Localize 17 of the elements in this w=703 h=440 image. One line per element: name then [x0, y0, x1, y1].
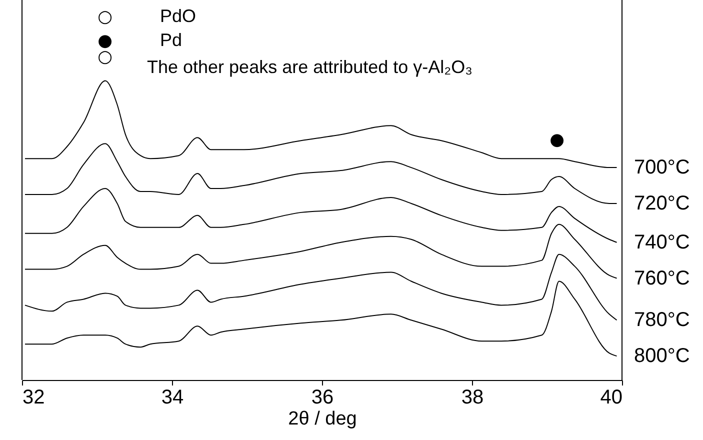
text: PdO [160, 6, 196, 26]
series-label: 780°C [634, 309, 690, 332]
series-label: 740°C [634, 231, 690, 254]
series-label: 700°C [634, 156, 690, 179]
x-tick-label: 38 [461, 386, 484, 408]
x-tick-label: 36 [311, 386, 334, 408]
series-label: 720°C [634, 192, 690, 214]
text: The other peaks are attributed to γ-Al₂O₃ [147, 57, 472, 77]
series-label: 760°C [634, 267, 690, 290]
annotation: ● [550, 130, 564, 150]
text: Pd [160, 30, 182, 50]
series-label: 800°C [634, 345, 690, 368]
text: ○ [98, 7, 112, 27]
x-tick-label: 32 [22, 386, 45, 408]
x-tick-label: 34 [161, 386, 184, 408]
x-axis-title: 2θ / deg [288, 408, 357, 430]
x-tick-label: 40 [600, 386, 622, 408]
